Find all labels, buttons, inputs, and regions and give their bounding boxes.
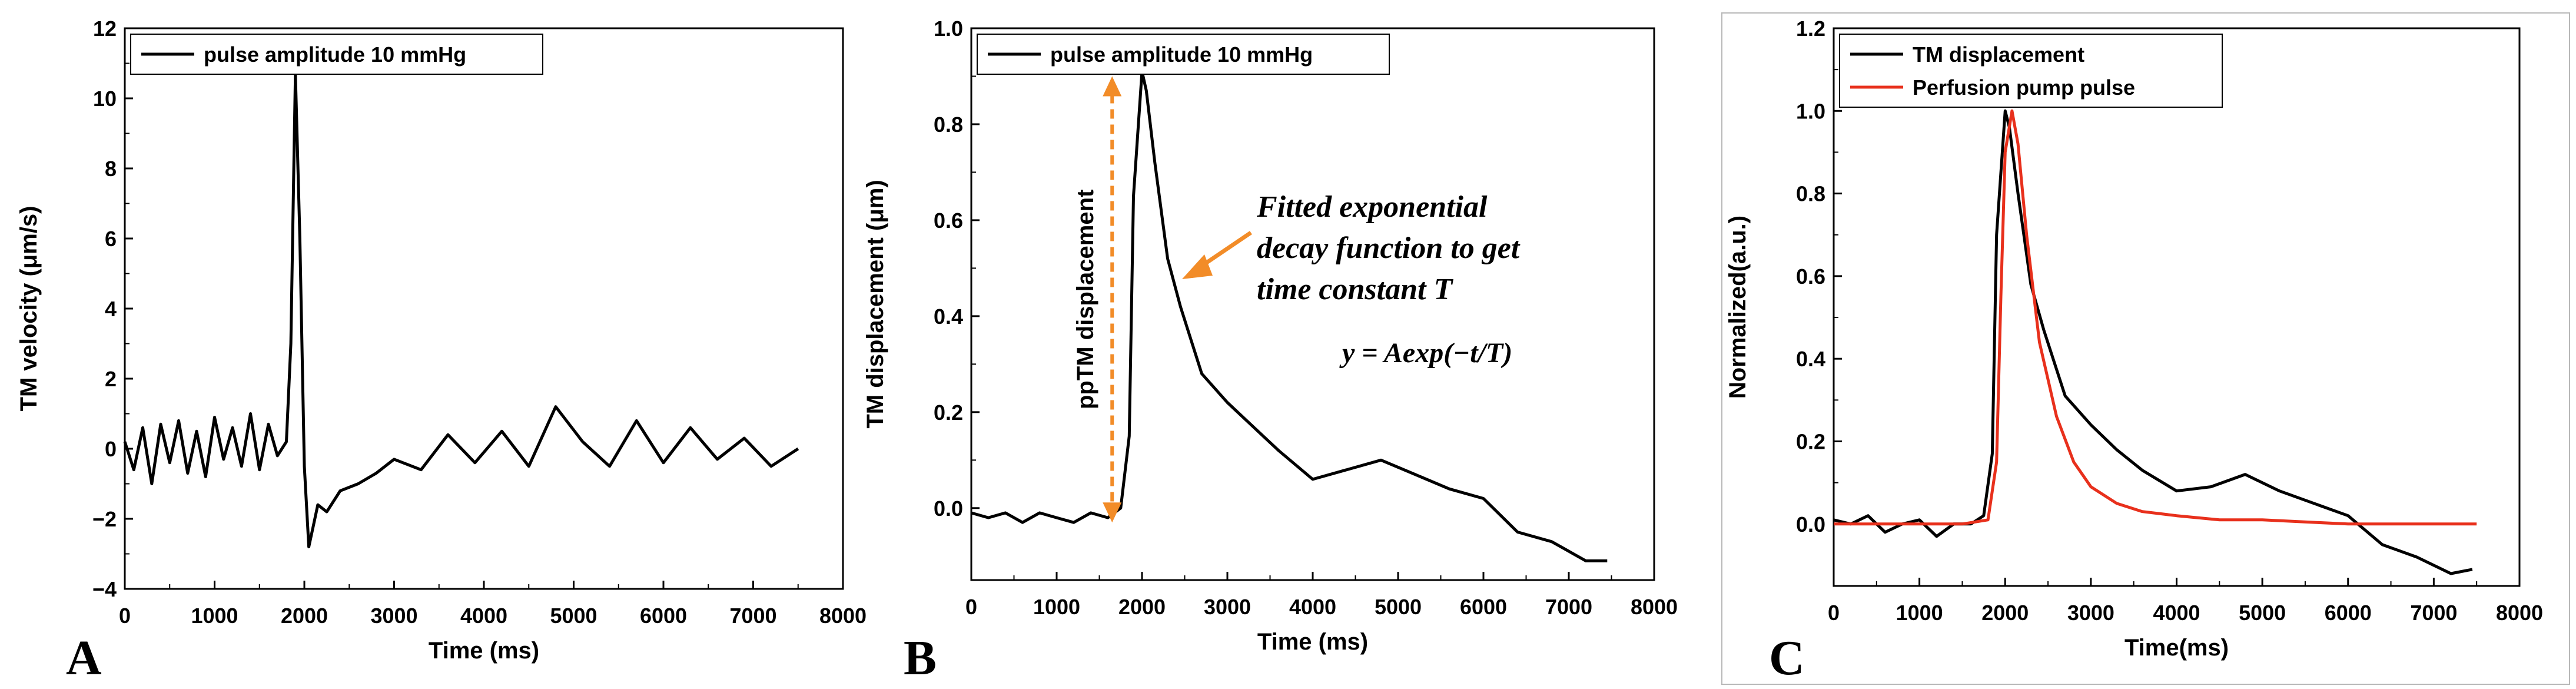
x-tick-label: 4000	[460, 604, 507, 628]
fit-arrow-head	[1182, 254, 1213, 279]
y-tick-label: 0.8	[1796, 182, 1825, 206]
y-tick-label: 4	[105, 297, 117, 321]
legend-box	[977, 34, 1390, 75]
legend-entry: TM displacement	[1913, 42, 2084, 67]
y-tick-label: 0.6	[934, 208, 963, 233]
series-line-0	[971, 69, 1608, 562]
x-tick-label: 5000	[1375, 595, 1422, 619]
x-tick-label: 3000	[2067, 601, 2114, 625]
fit-equation: y = Aexp(−t/T)	[1339, 337, 1512, 369]
x-tick-label: 7000	[729, 604, 776, 628]
x-tick-label: 5000	[550, 604, 597, 628]
y-axis-label: Normalized(a.u.)	[1725, 216, 1751, 399]
x-axis-label: Time (ms)	[1257, 629, 1368, 655]
series-line-1	[1834, 109, 2477, 526]
pp-arrow-head-top	[1103, 76, 1122, 97]
x-tick-label: 8000	[819, 604, 867, 628]
y-tick-label: 6	[105, 227, 117, 251]
x-tick-label: 8000	[1631, 595, 1678, 619]
legend-entry: Perfusion pump pulse	[1913, 75, 2135, 100]
y-tick-label: 12	[93, 16, 117, 41]
y-tick-label: 0.4	[1796, 347, 1825, 371]
x-tick-label: 1000	[1033, 595, 1080, 619]
legend-entry: pulse amplitude 10 mmHg	[1050, 42, 1313, 67]
x-tick-label: 7000	[2410, 601, 2457, 625]
x-tick-label: 6000	[1460, 595, 1507, 619]
y-tick-label: 1.0	[1796, 99, 1825, 123]
fit-text-line: time constant T	[1257, 273, 1453, 306]
y-axis-label: TM velocity (μm/s)	[16, 206, 42, 412]
x-tick-label: 3000	[1204, 595, 1251, 619]
x-tick-label: 1000	[1896, 601, 1943, 625]
x-tick-label: 2000	[1118, 595, 1166, 619]
pp-arrow-label: ppTM displacement	[1073, 190, 1098, 409]
y-tick-label: 0.6	[1796, 264, 1825, 289]
x-tick-label: 5000	[2239, 601, 2286, 625]
x-tick-label: 7000	[1545, 595, 1592, 619]
x-tick-label: 2000	[281, 604, 328, 628]
series-line-0	[123, 72, 799, 549]
y-tick-label: 2	[105, 367, 117, 391]
y-tick-label: 8	[105, 157, 117, 181]
y-tick-label: 1.0	[934, 16, 963, 41]
legend-entry: pulse amplitude 10 mmHg	[204, 42, 466, 67]
x-axis-label: Time (ms)	[429, 638, 539, 664]
y-axis-label: TM displacement (μm)	[862, 180, 888, 428]
x-tick-label: 6000	[640, 604, 687, 628]
x-tick-label: 3000	[370, 604, 417, 628]
y-tick-label: 1.2	[1796, 16, 1825, 41]
panel-label: B	[904, 631, 937, 685]
x-axis-label: Time(ms)	[2124, 635, 2229, 661]
y-tick-label: −2	[92, 507, 117, 531]
panel-label: A	[66, 631, 102, 685]
y-tick-label: 0.2	[1796, 429, 1825, 453]
chart-panel-C: 0 1000 2000 3000 4000 5000 6000 7000 8000 0.0 0.2 0…	[1721, 12, 2570, 685]
x-tick-label: 4000	[1289, 595, 1336, 619]
y-tick-label: 0	[105, 437, 117, 461]
x-tick-label: 0	[119, 604, 131, 628]
y-tick-label: 0.8	[934, 112, 963, 137]
y-tick-label: 0.0	[934, 496, 963, 521]
x-tick-label: 6000	[2325, 601, 2372, 625]
x-tick-label: 2000	[1981, 601, 2029, 625]
fit-text-line: decay function to get	[1257, 231, 1521, 265]
x-tick-label: 0	[965, 595, 977, 619]
plot-frame	[1833, 27, 2521, 587]
panel-border	[1721, 12, 2570, 685]
y-tick-label: −4	[92, 577, 117, 601]
panel-label: C	[1769, 631, 1805, 685]
chart-panel-A: 0 1000 2000 3000 4000 5000 6000 7000 8000 −4 −2 0 2 4…	[16, 16, 867, 685]
y-tick-label: 0.2	[934, 400, 963, 425]
x-tick-label: 4000	[2153, 601, 2200, 625]
fit-text-line: Fitted exponential	[1256, 190, 1488, 224]
y-tick-label: 10	[93, 87, 117, 111]
legend-box	[130, 34, 543, 75]
pp-arrow-head-bottom	[1103, 502, 1122, 523]
chart-panel-B: 0 1000 2000 3000 4000 5000 6000 7000 8000 0.0 0.2 0…	[862, 16, 1678, 685]
y-tick-label: 0.4	[934, 304, 963, 329]
y-tick-label: 0.0	[1796, 512, 1825, 536]
x-tick-label: 8000	[2496, 601, 2543, 625]
series-line-0	[1833, 109, 2473, 575]
x-tick-label: 1000	[191, 604, 238, 628]
plot-frame	[124, 27, 844, 590]
legend-box	[1839, 34, 2223, 108]
x-tick-label: 0	[1828, 601, 1840, 625]
